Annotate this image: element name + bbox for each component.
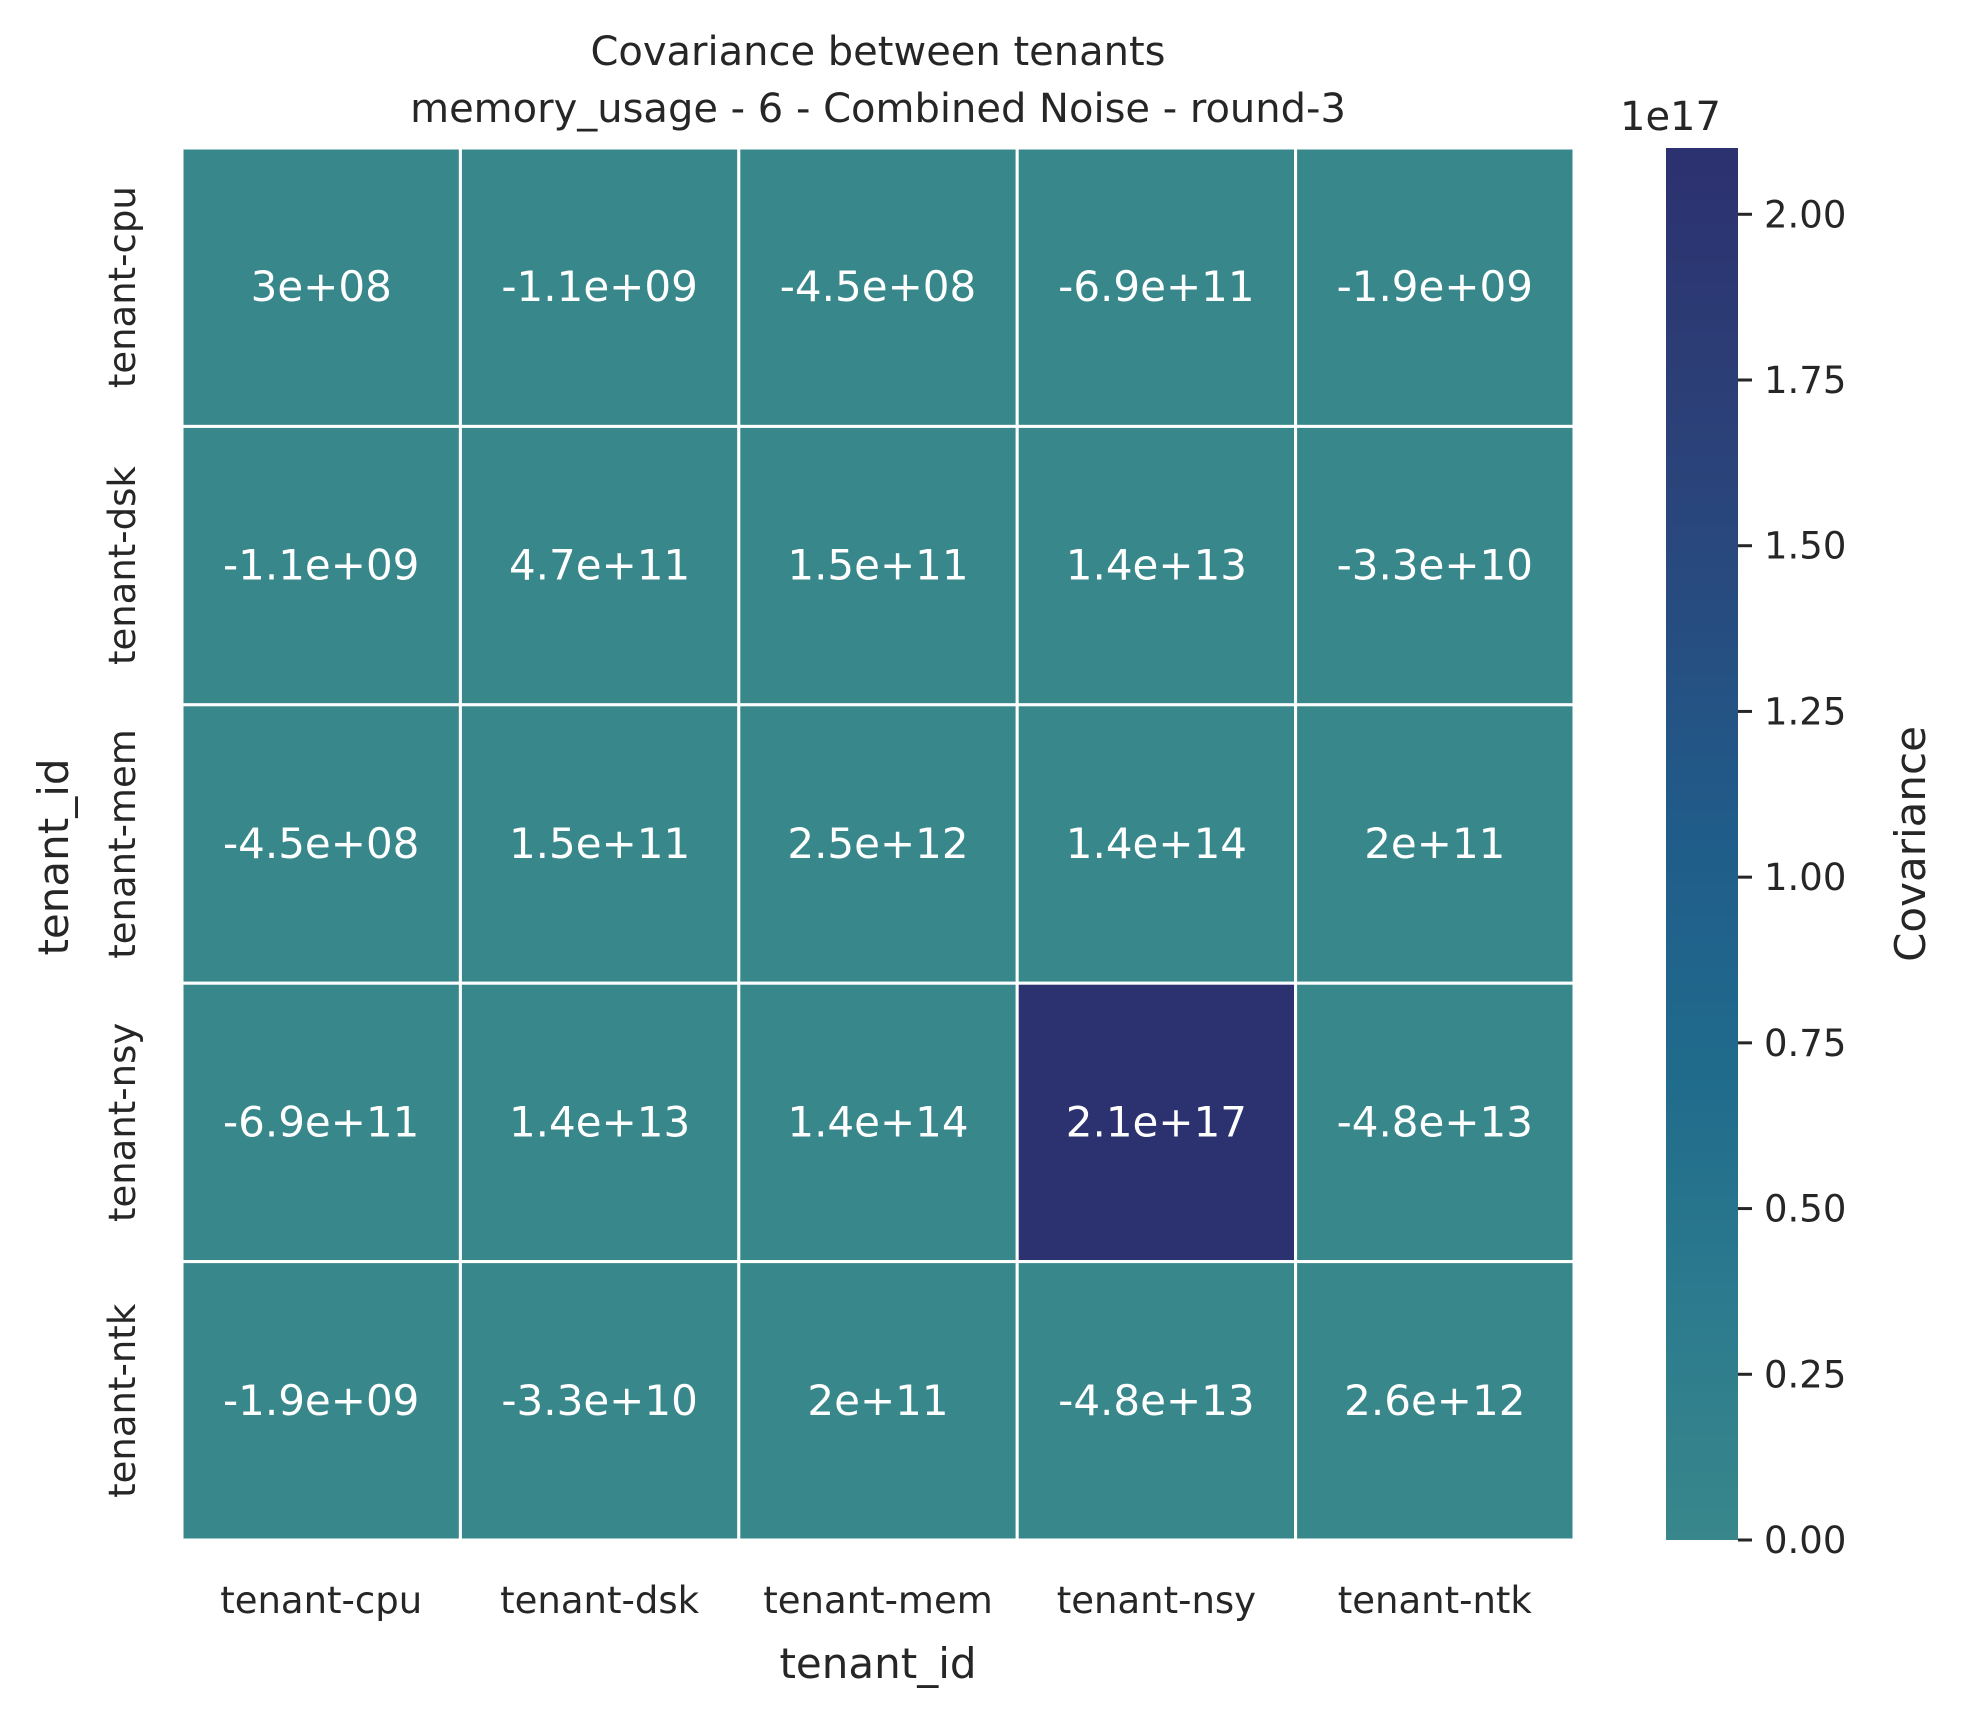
cell-value-label: -4.5e+08 [223,819,419,868]
cell-value-label: 2e+11 [1364,819,1505,868]
heatmap-cell [458,981,741,1264]
cell-value-label: 2.6e+12 [1344,1376,1525,1425]
y-axis-label: tenant_id [29,758,78,955]
colorbar-tick-label: 0.25 [1764,1353,1846,1396]
colorbar-tick-label: 1.25 [1764,690,1846,733]
cell-value-label: -1.1e+09 [223,541,419,590]
cell-value-label: 2.1e+17 [1066,1097,1247,1146]
heatmap-cell [737,146,1019,428]
heatmap-cell [1294,146,1576,428]
y-tick-label: tenant-mem [101,729,144,959]
cell-value-label: -4.8e+13 [1337,1097,1533,1146]
heatmap-cell [737,703,1019,985]
x-tick-label: tenant-nsy [1057,1579,1256,1622]
cell-value-label: 1.5e+11 [787,541,968,590]
y-tick-label: tenant-nsy [101,1023,144,1222]
colorbar-offset-text: 1e17 [1620,94,1721,140]
heatmap-cell [1294,981,1576,1264]
colorbar-tick-label: 1.50 [1764,525,1846,568]
cell-value-label: -3.3e+10 [1337,541,1533,590]
heatmap-cell [737,424,1019,707]
colorbar-tick-label: 0.00 [1764,1519,1846,1562]
heatmap-cell-labels: 3e+08 -1.1e+09 -4.5e+08 -6.9e+11 -1.9e+09 -1.… [223,262,1533,1425]
heatmap-cell [1294,1260,1576,1542]
cell-value-label: -4.8e+13 [1058,1376,1254,1425]
heatmap-cell [1015,981,1298,1264]
heatmap-cell [458,1260,741,1542]
x-axis-label: tenant_id [779,1639,976,1688]
cell-value-label: 1.4e+13 [1066,541,1247,590]
colorbar-tick-label: 1.00 [1764,856,1846,899]
x-tick-label: tenant-cpu [220,1579,422,1622]
heatmap-cell [180,146,462,428]
cell-value-label: -1.9e+09 [223,1376,419,1425]
colorbar-tick-label: 1.75 [1764,359,1846,402]
cell-value-label: -4.5e+08 [780,262,976,311]
colorbar-ticks: 0.00 0.25 0.50 0.75 1.00 1.25 1.50 1.75 2.00 [1738,193,1846,1562]
cell-value-label: -6.9e+11 [223,1097,419,1146]
cell-value-label: 2.5e+12 [787,819,968,868]
heatmap-cell [458,703,741,985]
colorbar-tick-label: 0.50 [1764,1188,1846,1231]
x-tick-label: tenant-mem [763,1579,993,1622]
colorbar-tick-label: 2.00 [1764,193,1846,236]
heatmap-cell [737,981,1019,1264]
cell-value-label: 1.4e+14 [787,1097,968,1146]
heatmap-cell [737,1260,1019,1542]
x-tick-label: tenant-ntk [1338,1579,1533,1622]
heatmap-cell [1015,703,1298,985]
colorbar-label: Covariance [1886,726,1935,962]
heatmap-cell [180,981,462,1264]
chart-subtitle: memory_usage - 6 - Combined Noise - roun… [410,86,1346,132]
cell-value-label: -6.9e+11 [1058,262,1254,311]
chart-title: Covariance between tenants [590,29,1165,75]
heatmap-cell [180,1260,462,1542]
cell-value-label: 4.7e+11 [509,541,690,590]
cell-value-label: 1.4e+14 [1066,819,1247,868]
heatmap-cell [1294,424,1576,707]
colorbar [1666,148,1738,1540]
heatmap-cell [458,146,741,428]
cell-value-label: -1.9e+09 [1337,262,1533,311]
heatmap-cell [1294,703,1576,985]
y-tick-label: tenant-cpu [101,186,144,388]
cell-value-label: 1.5e+11 [509,819,690,868]
x-axis-tick-labels: tenant-cpu tenant-dsk tenant-mem tenant-nsy… [220,1579,1532,1622]
y-tick-label: tenant-ntk [101,1303,144,1498]
colorbar-tick-label: 0.75 [1764,1022,1846,1065]
cell-value-label: -1.1e+09 [501,262,697,311]
heatmap-cells [180,146,1576,1542]
heatmap-cell [180,424,462,707]
heatmap-cell [1015,146,1298,428]
y-tick-label: tenant-dsk [101,466,144,665]
x-tick-label: tenant-dsk [500,1579,699,1622]
cell-value-label: 1.4e+13 [509,1097,690,1146]
cell-value-label: -3.3e+10 [501,1376,697,1425]
cell-value-label: 3e+08 [251,262,392,311]
y-axis-tick-labels: tenant-cpu tenant-dsk tenant-mem tenant-nsy… [101,186,144,1498]
cell-value-label: 2e+11 [807,1376,948,1425]
